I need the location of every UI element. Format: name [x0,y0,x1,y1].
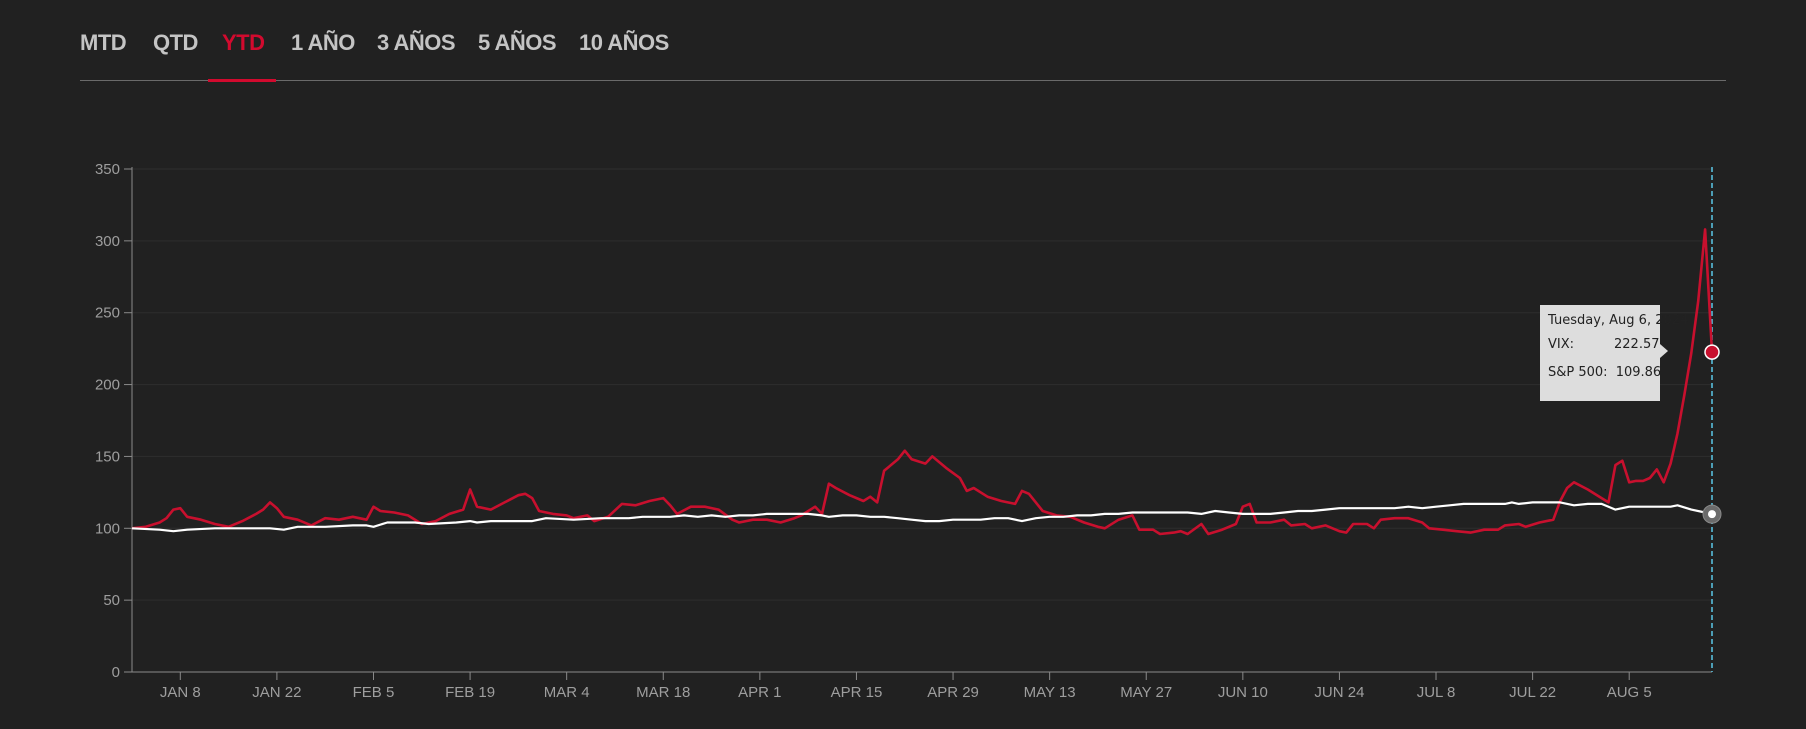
vix-hover-marker [1704,344,1720,360]
tab-1-año[interactable]: 1 AÑO [291,30,355,55]
tooltip-date: Tuesday, Aug 6, 2024 [1548,313,1689,328]
x-tick-label-10: MAY 27 [1120,684,1172,701]
tooltip-vix-value: 222.57 [1614,337,1660,352]
tooltip-sp-row: S&P 500: 109.86 [1548,365,1661,380]
tab-qtd[interactable]: QTD [153,30,198,55]
tooltip-arrow [1660,344,1668,358]
x-tick-label-5: MAR 18 [636,684,690,701]
x-tick-label-14: JUL 22 [1509,684,1556,701]
y-tick-label-50: 50 [103,592,120,609]
y-tick-label-100: 100 [95,520,120,537]
active-tab-underline [208,79,276,82]
tab-10-años[interactable]: 10 AÑOS [579,30,669,55]
x-tick-label-2: FEB 5 [353,684,395,701]
x-tick-label-1: JAN 22 [252,684,301,701]
y-tick-label-200: 200 [95,377,120,394]
x-tick-label-7: APR 15 [831,684,883,701]
x-tick-label-3: FEB 19 [445,684,495,701]
series-line-vix [131,228,1714,536]
tab-3-años[interactable]: 3 AÑOS [377,30,456,55]
x-tick-label-15: AUG 5 [1607,684,1652,701]
tooltip-vix-row: VIX: [1548,337,1574,352]
x-tick-label-6: APR 1 [738,684,781,701]
y-tick-label-150: 150 [95,448,120,465]
sp500-hover-marker-dot [1708,510,1716,519]
tooltip-vix-label: VIX: [1548,337,1575,352]
tooltip-sp-value: 109.86 [1615,365,1662,380]
tab-5-años[interactable]: 5 AÑOS [478,30,557,55]
x-tick-label-13: JUL 8 [1417,684,1456,701]
tab-mtd[interactable]: MTD [80,30,127,55]
x-tick-label-0: JAN 8 [160,684,201,701]
chart-tooltip: Tuesday, Aug 6, 2024 VIX: 222.57 S&P 500… [1540,305,1688,401]
period-tabs: MTD QTD YTD 1 AÑO 3 AÑOS 5 AÑOS 10 AÑOS [80,0,1726,82]
y-tick-label-350: 350 [95,161,120,178]
y-tick-label-0: 0 [112,664,120,681]
tooltip-sp-label: S&P 500: [1548,365,1608,380]
series-line-sp500 [131,501,1713,533]
y-tick-label-300: 300 [95,233,120,250]
tab-ytd[interactable]: YTD [222,30,265,55]
x-tick-label-8: APR 29 [927,684,979,701]
x-tick-label-4: MAR 4 [544,684,590,701]
y-tick-label-250: 250 [95,305,120,322]
x-tick-label-12: JUN 24 [1314,684,1364,701]
x-tick-label-9: MAY 13 [1024,684,1076,701]
x-tick-label-11: JUN 10 [1218,684,1268,701]
